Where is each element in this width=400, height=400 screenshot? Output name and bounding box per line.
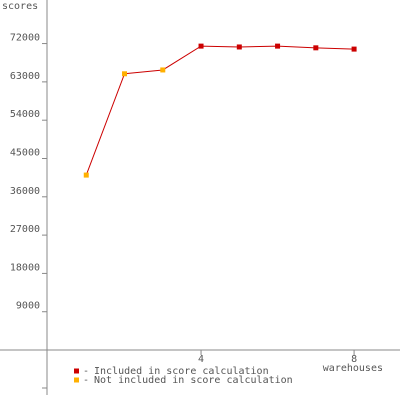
data-point: [122, 71, 128, 77]
x-tick-label: 4: [198, 354, 204, 365]
y-axis-title: scores: [2, 1, 38, 12]
legend-label: Not included in score calculation: [94, 375, 293, 386]
data-point: [160, 67, 166, 73]
legend-dash: -: [83, 366, 89, 377]
y-tick-label: 36000: [10, 186, 40, 197]
y-tick-label: 63000: [10, 71, 40, 82]
y-tick-label: 45000: [10, 147, 40, 158]
y-tick-label: 54000: [10, 109, 40, 120]
data-point: [83, 172, 89, 178]
data-point: [275, 43, 281, 49]
data-point: [236, 44, 242, 50]
legend-marker: [74, 377, 79, 383]
data-point: [198, 43, 204, 49]
data-line: [85, 45, 355, 176]
legend-label: Included in score calculation: [94, 366, 269, 377]
data-point: [351, 46, 357, 52]
legend-marker: [74, 368, 79, 374]
x-tick-label: 8: [351, 354, 357, 365]
legend-dash: -: [83, 375, 89, 386]
data-point: [313, 45, 319, 51]
y-tick-label: 27000: [10, 224, 40, 235]
y-tick-label: 9000: [16, 301, 40, 312]
y-tick-label: 72000: [10, 33, 40, 44]
y-tick-label: 18000: [10, 262, 40, 273]
x-axis-title: warehouses: [323, 363, 383, 374]
